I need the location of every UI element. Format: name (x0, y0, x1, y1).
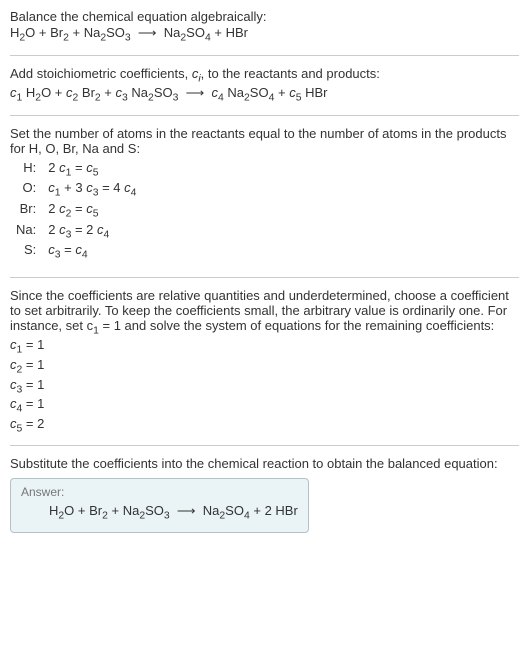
text: , to the reactants and products: (201, 66, 380, 81)
element-label: S: (10, 242, 42, 263)
coeff-line: c5 = 2 (10, 416, 519, 435)
balanced-equation: H2O + Br2 + Na2SO3 ⟶ Na2SO4 + 2 HBr (21, 503, 298, 522)
element-label: H: (10, 160, 42, 181)
element-label: Na: (10, 222, 42, 243)
element-equation: 2 c2 = c5 (42, 201, 142, 222)
unbalanced-equation: H2O + Br2 + Na2SO3 ⟶ Na2SO4 + HBr (10, 25, 519, 44)
element-equation: c3 = c4 (42, 242, 142, 263)
table-row: O:c1 + 3 c3 = 4 c4 (10, 180, 142, 201)
atom-intro: Set the number of atoms in the reactants… (10, 126, 519, 156)
coeff-line: c4 = 1 (10, 396, 519, 415)
table-row: S:c3 = c4 (10, 242, 142, 263)
answer-box: Answer: H2O + Br2 + Na2SO3 ⟶ Na2SO4 + 2 … (10, 478, 309, 533)
element-equation: 2 c3 = 2 c4 (42, 222, 142, 243)
text: Add stoichiometric coefficients, (10, 66, 192, 81)
coefficient-values: c1 = 1 c2 = 1 c3 = 1 c4 = 1 c5 = 2 (10, 337, 519, 434)
solve-intro: Since the coefficients are relative quan… (10, 288, 519, 337)
coeff-line: c2 = 1 (10, 357, 519, 376)
substitute-intro: Substitute the coefficients into the che… (10, 456, 519, 471)
element-equation: c1 + 3 c3 = 4 c4 (42, 180, 142, 201)
intro-text: Balance the chemical equation algebraica… (10, 9, 519, 24)
coeff-intro: Add stoichiometric coefficients, ci, to … (10, 66, 519, 85)
answer-title: Answer: (21, 485, 298, 499)
table-row: Na:2 c3 = 2 c4 (10, 222, 142, 243)
table-row: H:2 c1 = c5 (10, 160, 142, 181)
section-balance-intro: Balance the chemical equation algebraica… (10, 9, 519, 56)
section-atom-equations: Set the number of atoms in the reactants… (10, 126, 519, 278)
section-add-coefficients: Add stoichiometric coefficients, ci, to … (10, 66, 519, 116)
coeff-line: c3 = 1 (10, 377, 519, 396)
element-label: O: (10, 180, 42, 201)
table-row: Br:2 c2 = c5 (10, 201, 142, 222)
coeff-line: c1 = 1 (10, 337, 519, 356)
element-equation: 2 c1 = c5 (42, 160, 142, 181)
atom-table: H:2 c1 = c5 O:c1 + 3 c3 = 4 c4 Br:2 c2 =… (10, 160, 142, 263)
section-answer: Substitute the coefficients into the che… (10, 456, 519, 543)
coeff-equation: c1 H2O + c2 Br2 + c3 Na2SO3 ⟶ c4 Na2SO4 … (10, 85, 519, 104)
element-label: Br: (10, 201, 42, 222)
section-solve: Since the coefficients are relative quan… (10, 288, 519, 447)
text: = 1 and solve the system of equations fo… (99, 318, 494, 333)
